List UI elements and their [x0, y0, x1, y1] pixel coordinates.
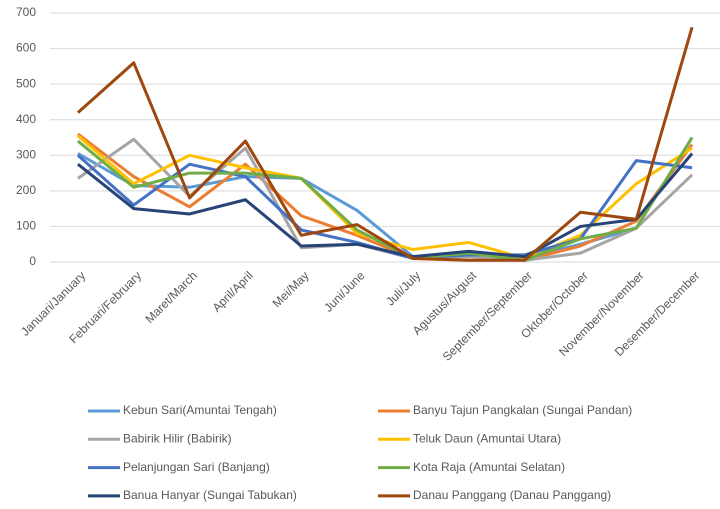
- series-line: [76, 152, 694, 259]
- series-line: [76, 26, 694, 262]
- x-tick-label: April/April: [210, 268, 256, 314]
- legend-label: Danau Panggang (Danau Panggang): [413, 488, 611, 502]
- y-tick-label: 300: [16, 147, 36, 161]
- x-tick-label: Juli/July: [383, 268, 423, 308]
- y-tick-label: 100: [16, 219, 36, 233]
- x-tick-label: Maret/March: [142, 268, 200, 326]
- legend-label: Babirik Hilir (Babirik): [123, 431, 232, 445]
- y-tick-label: 400: [16, 112, 36, 126]
- legend-label: Banyu Tajun Pangkalan (Sungai Pandan): [413, 403, 632, 417]
- legend-label: Pelanjungan Sari (Banjang): [123, 460, 270, 474]
- y-tick-label: 600: [16, 41, 36, 55]
- y-tick-label: 700: [16, 5, 36, 19]
- x-tick-label: Mei/May: [270, 268, 312, 310]
- y-tick-label: 500: [16, 76, 36, 90]
- legend-label: Kebun Sari(Amuntai Tengah): [123, 403, 277, 417]
- legend-label: Banua Hanyar (Sungai Tabukan): [123, 488, 297, 502]
- legend-label: Kota Raja (Amuntai Selatan): [413, 460, 565, 474]
- x-tick-label: Juni/June: [321, 268, 367, 314]
- y-tick-label: 0: [29, 254, 36, 268]
- series-line: [77, 132, 694, 262]
- y-tick-label: 200: [16, 183, 36, 197]
- legend-label: Teluk Daun (Amuntai Utara): [413, 431, 561, 445]
